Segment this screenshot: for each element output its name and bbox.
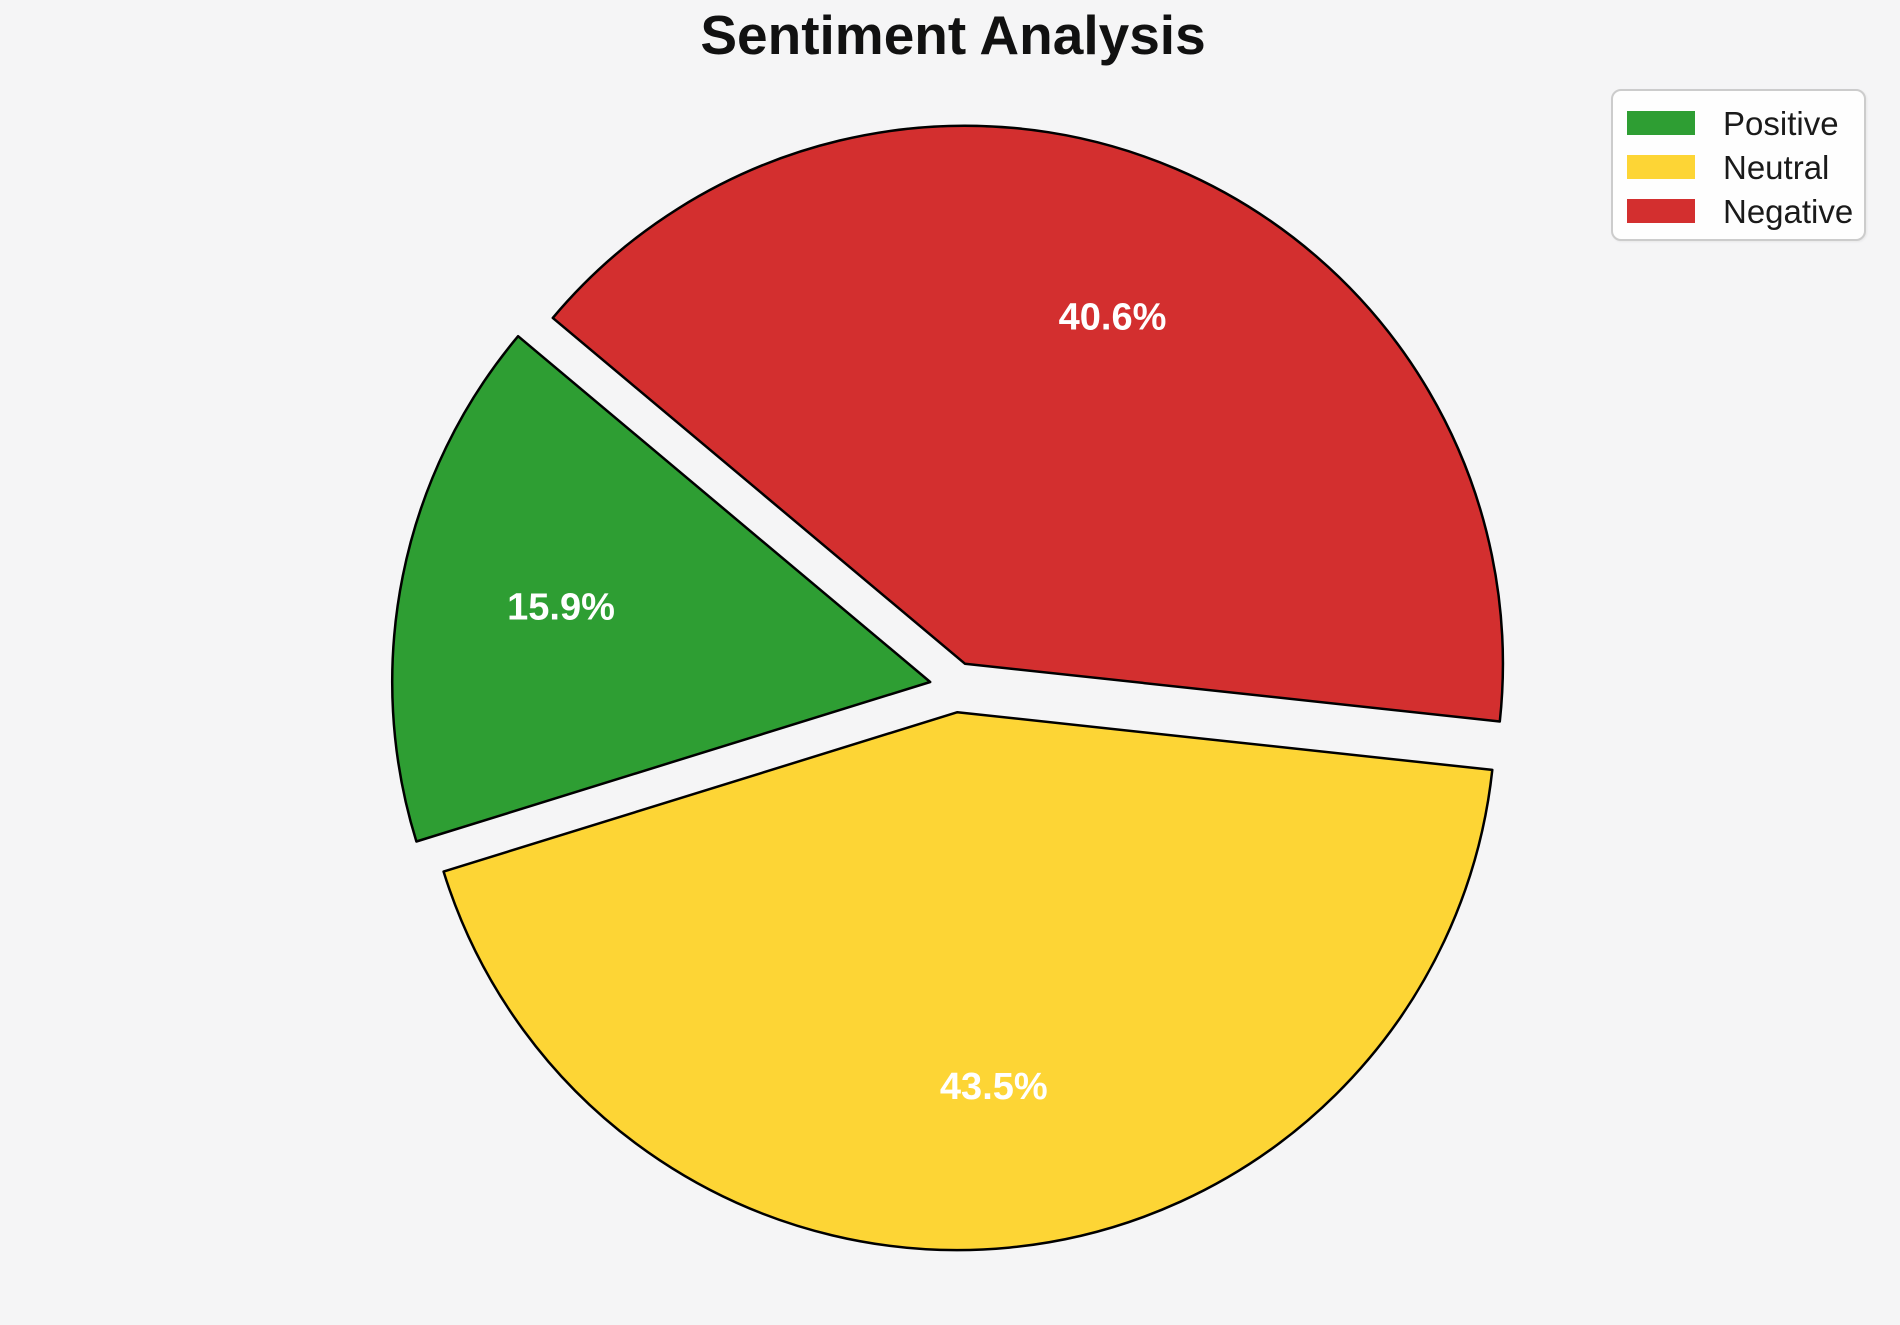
legend: Positive Neutral Negative: [1611, 89, 1866, 241]
legend-swatch-neutral: [1627, 155, 1695, 179]
pie-slice-positive: [391, 334, 932, 843]
pie-slice-negative: [551, 124, 1505, 723]
legend-swatch-positive: [1627, 111, 1695, 135]
chart-title: Sentiment Analysis: [700, 4, 1206, 66]
legend-item-positive: Positive: [1627, 101, 1850, 145]
pie-label-positive: 15.9%: [507, 587, 615, 629]
legend-label-positive: Positive: [1723, 104, 1839, 142]
legend-label-negative: Negative: [1723, 192, 1854, 230]
legend-swatch-negative: [1627, 199, 1695, 223]
pie-label-neutral: 43.5%: [940, 1066, 1048, 1108]
legend-item-negative: Negative: [1627, 189, 1854, 233]
pie-slice-neutral: [442, 710, 1494, 1252]
legend-item-neutral: Neutral: [1627, 145, 1850, 189]
pie-label-negative: 40.6%: [1059, 296, 1167, 338]
legend-label-neutral: Neutral: [1723, 148, 1830, 186]
